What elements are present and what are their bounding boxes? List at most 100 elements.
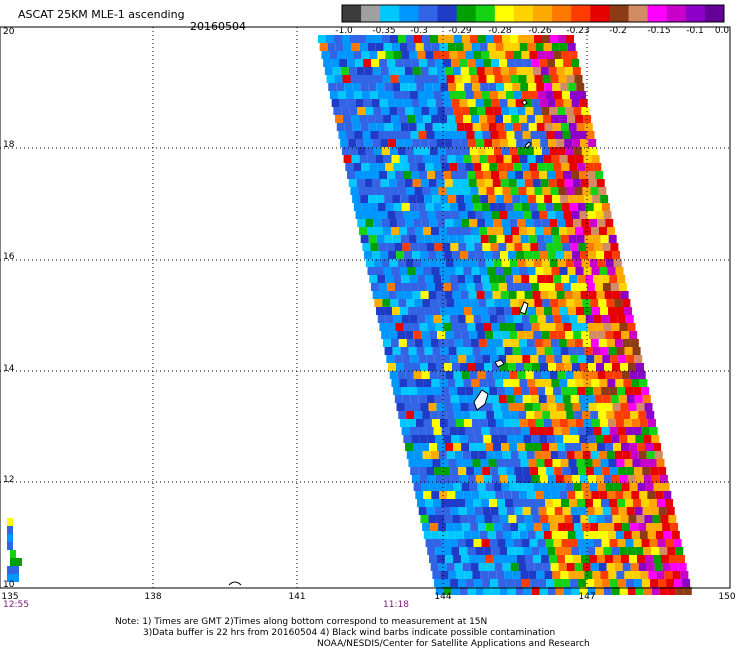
swath-cell [575,155,584,163]
swath-cell [604,291,613,299]
swath-cell [491,59,500,67]
swath-cell [574,227,583,235]
swath-cell [520,83,529,91]
swath-cell [591,419,600,427]
swath-cell [544,347,553,355]
swath-cell [479,267,488,275]
swath-cell [364,179,373,187]
swath-cell [529,203,538,211]
swath-cell [404,291,413,299]
time-label: 12:55 [3,600,29,610]
swath-cell [498,507,507,515]
swath-cell [467,211,476,219]
swath-cell [478,563,487,571]
swath-cell [526,451,535,459]
swath-cell [523,547,532,555]
swath-cell [515,323,524,331]
swath-cell [436,139,445,147]
swath-cell [562,467,571,475]
swath-cell [610,395,619,403]
swath-cell [568,307,577,315]
swath-cell [483,475,492,483]
colorbar [341,4,725,23]
swath-cell [466,355,475,363]
swath-cell [503,267,512,275]
swath-cell [369,203,378,211]
swath-cell [659,547,668,555]
swath-cell [558,411,567,419]
swath-cell [530,243,539,251]
swath-cell [511,155,520,163]
swath-cell [565,483,574,491]
swath-cell [394,131,403,139]
swath-cell [392,195,401,203]
swath-cell [628,403,637,411]
swath-cell [491,587,500,595]
swath-cell [596,251,605,259]
swath-cell [455,115,464,123]
swath-cell [558,227,567,235]
swath-cell [399,379,408,387]
swath-cell [369,51,378,59]
swath-cell [475,171,484,179]
swath-cell [499,363,508,371]
swath-cell [409,91,418,99]
swath-cell [473,499,482,507]
swath-cell [528,195,537,203]
swath-cell [430,227,439,235]
swath-cell [381,147,390,155]
colorbar-swatch [418,5,438,22]
swath-cell [389,259,398,267]
swath-cell [487,267,496,275]
swath-cell [396,251,405,259]
swath-cell [493,443,502,451]
swath-cell [443,59,452,67]
swath-cell [450,507,459,515]
swath-cell [564,291,573,299]
swath-cell [566,563,575,571]
swath-cell [574,563,583,571]
swath-cell [554,283,563,291]
swath-cell [575,267,584,275]
swath-cell [540,403,549,411]
swath-cell [433,427,442,435]
swath-cell [449,275,458,283]
swath-cell [427,171,436,179]
swath-cell [429,443,438,451]
swath-cell [417,203,426,211]
swath-cell [631,491,640,499]
swath-cell [425,91,434,99]
swath-cell [528,235,537,243]
swath-cell [334,35,342,43]
swath-cell [575,531,584,539]
swath-cell [503,43,512,51]
swath-cell [577,203,586,211]
swath-cell [361,163,370,171]
swath-cell [635,363,644,371]
colorbar-swatch [513,5,534,22]
swath-cell [622,339,631,347]
swath-cell [376,195,385,203]
swath-cell [524,555,533,563]
swath-cell [617,499,626,507]
swath-cell [448,195,457,203]
swath-cell [563,171,572,179]
swath-cell [408,459,417,467]
swath-cell [443,171,452,179]
swath-cell [526,523,535,531]
swath-cell [431,155,440,163]
swath-cell [626,467,635,475]
swath-cell [552,195,561,203]
swath-cell [526,411,535,419]
swath-cell [497,91,506,99]
swath-cell [538,467,547,475]
swath-cell [598,523,607,531]
swath-cell [414,187,423,195]
swath-cell [633,387,642,395]
swath-cell [560,123,569,131]
swath-cell [445,483,454,491]
swath-cell [566,75,575,83]
swath-cell [466,131,475,139]
swath-cell [626,579,635,587]
swath-cell [575,115,584,123]
